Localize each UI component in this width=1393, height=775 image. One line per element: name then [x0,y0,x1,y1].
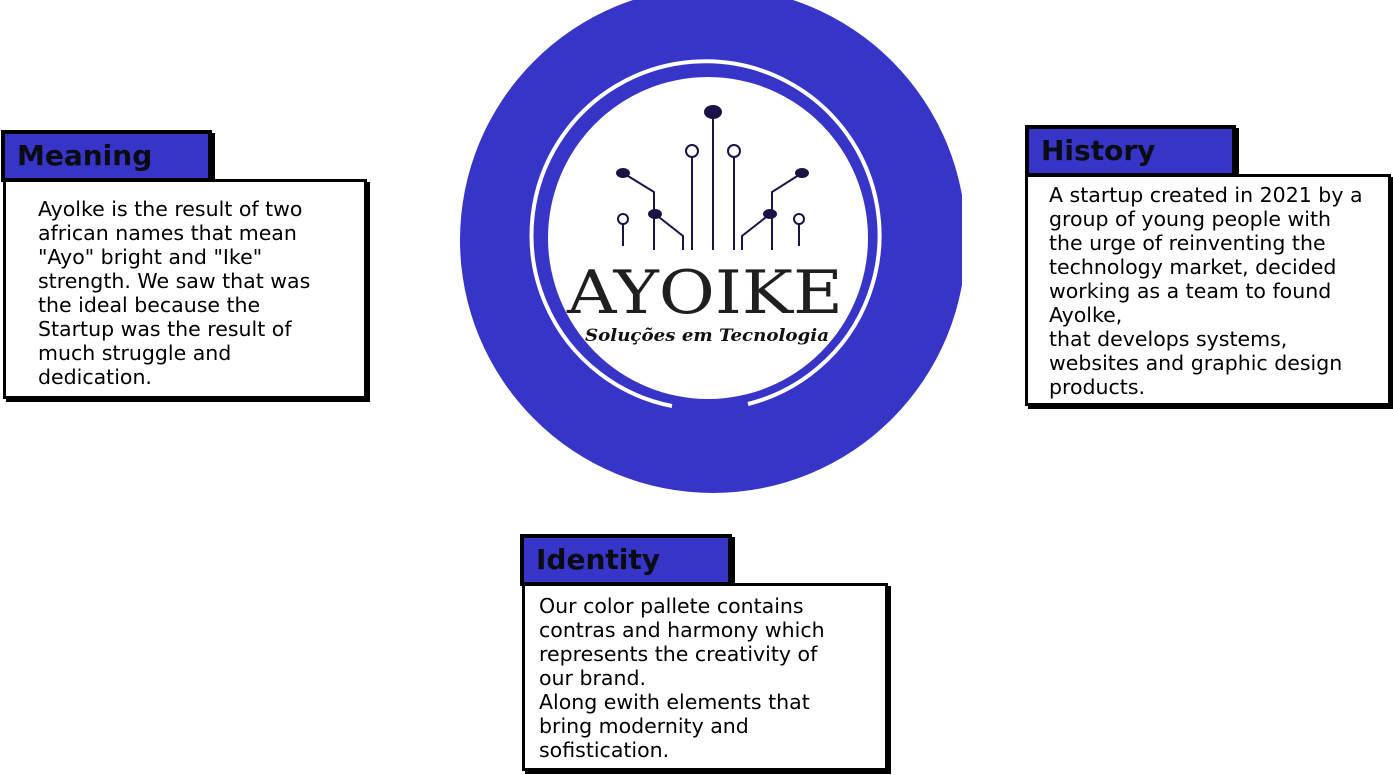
logo-wordmark: AYOIKE [566,258,843,328]
circuit-nodes [616,105,809,225]
history-card-body: A startup created in 2021 by a group of … [1025,174,1391,406]
identity-card-body: Our color pallete contains contras and h… [522,583,888,771]
meaning-title-text: Meaning [17,139,153,172]
meaning-card-body: Ayolke is the result of two african name… [3,179,367,399]
logo-ring [529,59,882,408]
identity-title-text: Identity [536,543,661,576]
brand-logo: AYOIKE Soluções em Tecnologia [452,0,962,495]
history-card-title: History [1025,125,1236,177]
circuit-tree-icon [622,118,803,250]
logo-tagline: Soluções em Tecnologia [585,326,829,346]
logo-graphic: AYOIKE Soluções em Tecnologia [460,0,962,493]
meaning-card-title: Meaning [1,130,212,182]
history-title-text: History [1041,134,1156,167]
logo-inner-disc [548,77,868,399]
identity-card-title: Identity [520,534,732,586]
